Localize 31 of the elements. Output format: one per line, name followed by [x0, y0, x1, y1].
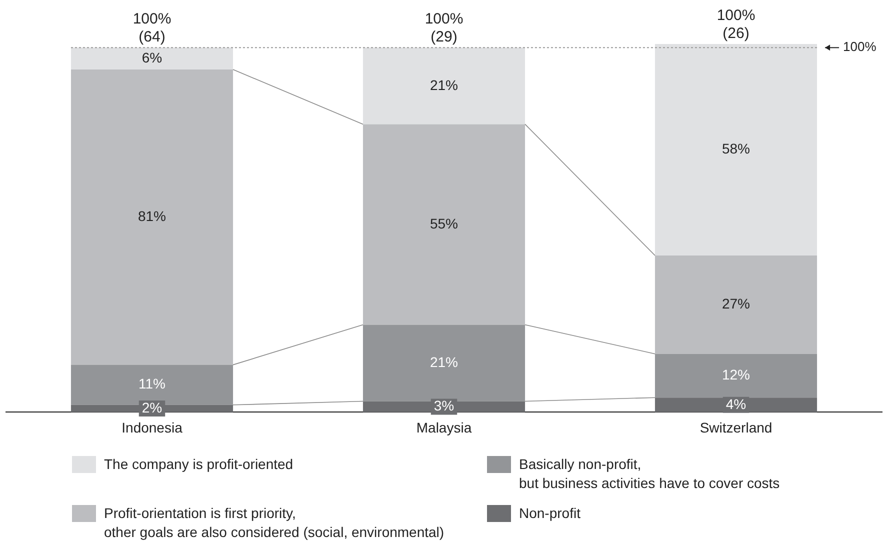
data-label: 21% [430, 76, 458, 93]
bar [654, 354, 818, 398]
legend-label: Basically non-profit, but business activities have to cover costs [519, 455, 780, 493]
bar [362, 124, 526, 325]
legend-label: Non-profit [519, 504, 580, 523]
data-label: 58% [722, 140, 750, 157]
legend-label: The company is profit-oriented [104, 455, 294, 474]
bar [70, 70, 234, 365]
bar [654, 255, 818, 354]
data-label: 3% [434, 398, 454, 414]
bar [362, 48, 526, 124]
x-tick-label: Switzerland [700, 419, 772, 436]
data-label: 4% [726, 396, 746, 412]
legend-label: Profit-orientation is first priority, other goals are also considered (social, environmental) [104, 504, 444, 542]
ref-line-label: 100% [843, 39, 877, 54]
total-label: 100% (26) [716, 7, 756, 42]
data-label: 55% [430, 215, 458, 232]
x-tick-label: Indonesia [122, 419, 183, 436]
x-tick-label: Malaysia [416, 419, 472, 436]
data-label: 11% [138, 376, 166, 392]
total-label: 100% (64) [132, 10, 172, 46]
data-label: 6% [142, 49, 162, 66]
bar [654, 44, 818, 256]
total-label: 100% (29) [424, 10, 464, 46]
data-label: 12% [722, 366, 750, 383]
bar [362, 324, 526, 402]
bar [70, 48, 234, 70]
data-label: 21% [430, 354, 458, 370]
data-label: 27% [722, 296, 750, 312]
data-label: 2% [142, 399, 162, 416]
data-label: 81% [138, 208, 166, 224]
